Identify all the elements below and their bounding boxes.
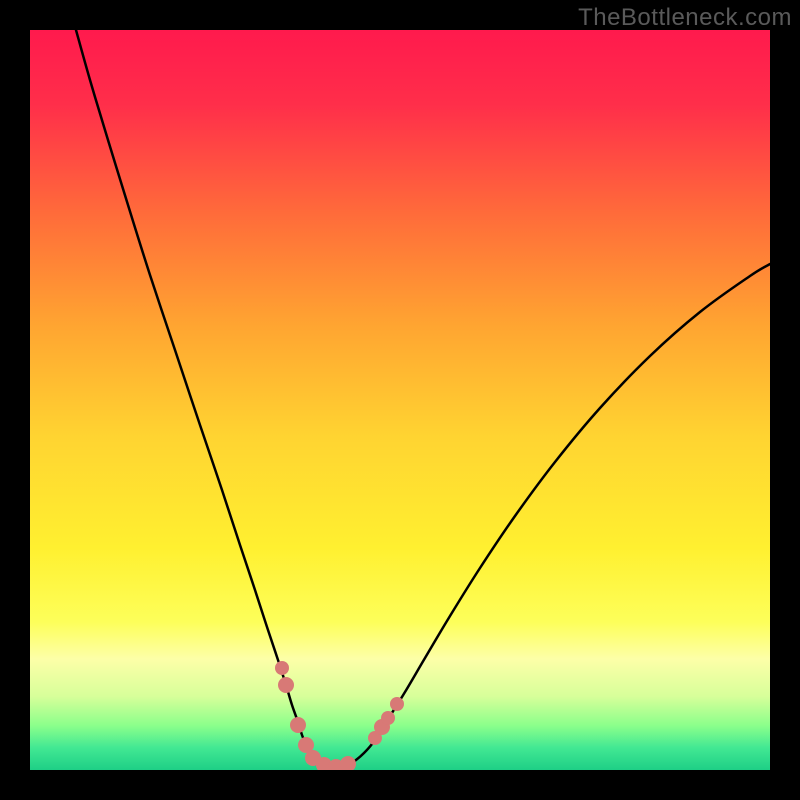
data-marker [381, 711, 395, 725]
chart-svg [30, 30, 770, 770]
data-marker [390, 697, 404, 711]
gradient-background [30, 30, 770, 770]
data-marker [278, 677, 294, 693]
plot-area [30, 30, 770, 770]
data-marker [275, 661, 289, 675]
watermark-text: TheBottleneck.com [578, 4, 792, 32]
data-marker [290, 717, 306, 733]
